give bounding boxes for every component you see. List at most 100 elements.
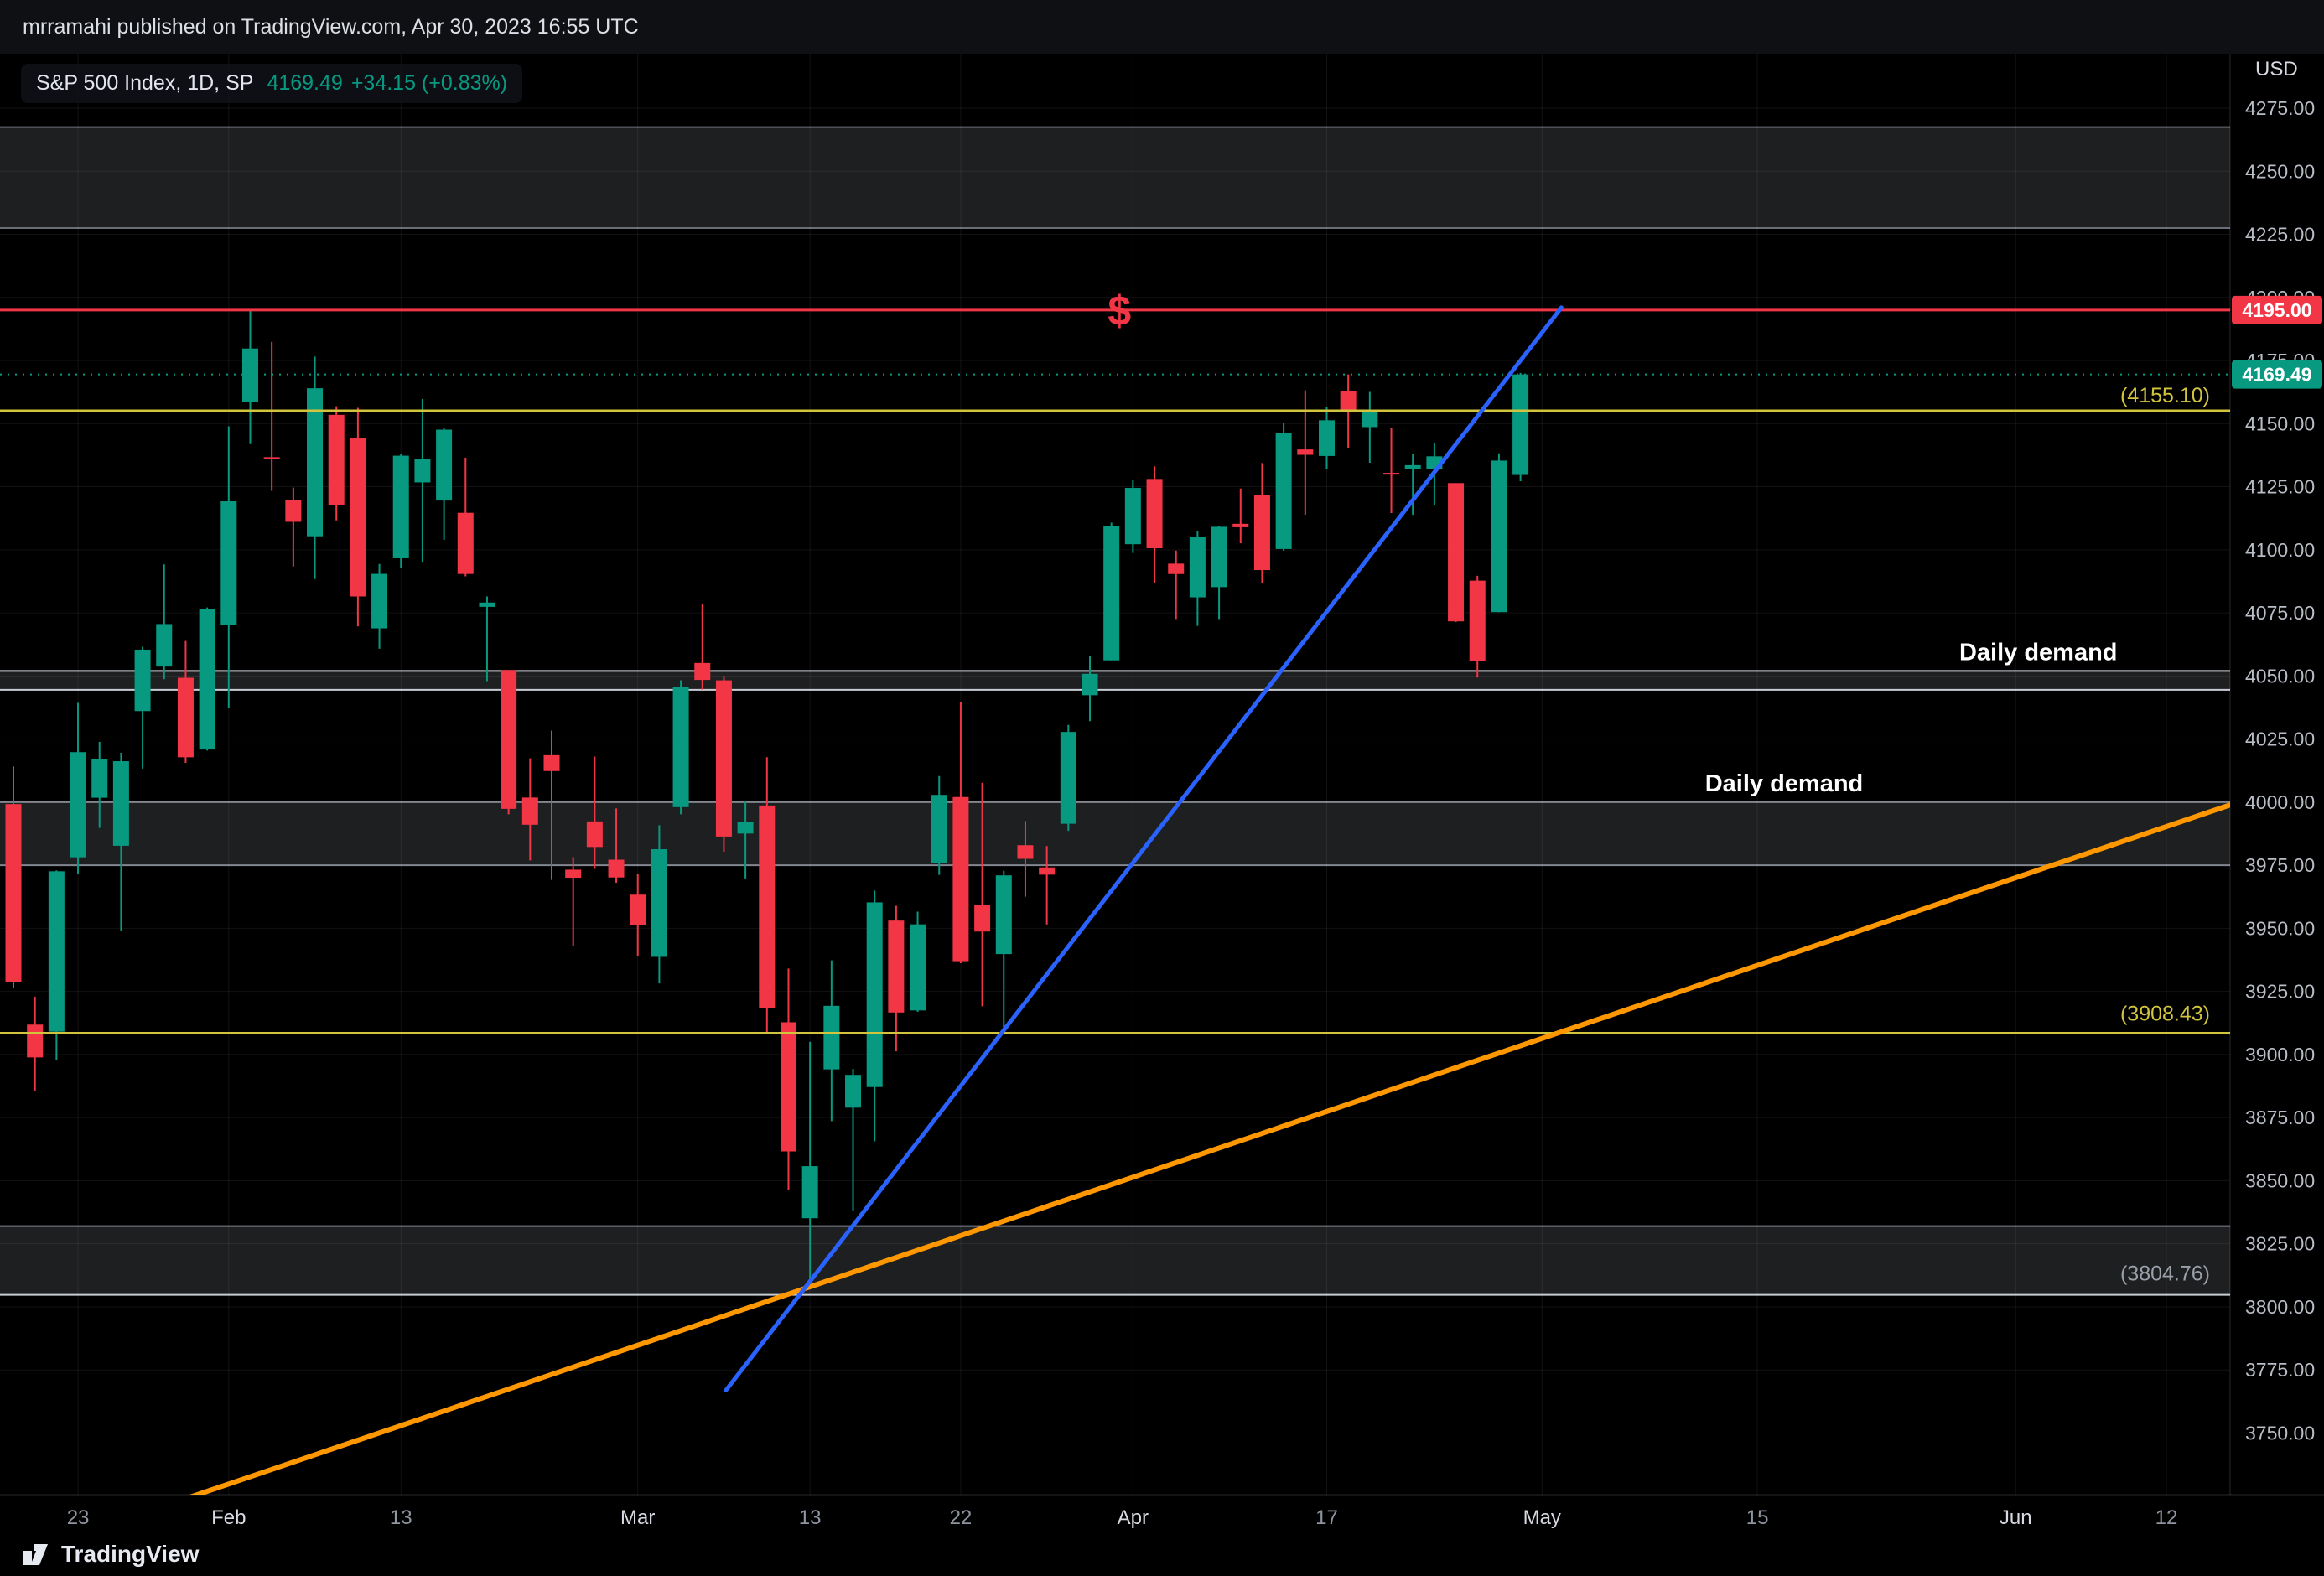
candle: [630, 894, 646, 925]
candle: [1146, 479, 1163, 549]
annotation-text: $: [1108, 288, 1131, 334]
candle: [521, 797, 538, 825]
svg-text:4195.00: 4195.00: [2242, 299, 2311, 321]
candle: [134, 649, 151, 712]
candle: [952, 796, 969, 962]
zones-layer: [0, 126, 2230, 1296]
price-tick-label: 3950.00: [2245, 917, 2315, 939]
price-tick-label: 3750.00: [2245, 1422, 2315, 1444]
price-zone: [0, 1226, 2230, 1295]
candle: [1103, 526, 1120, 661]
publish-header: mrramahi published on TradingView.com, A…: [0, 0, 2324, 54]
candle: [823, 1005, 840, 1070]
candle: [586, 821, 603, 848]
price-tick-label: 4150.00: [2245, 412, 2315, 434]
candle: [780, 1022, 796, 1152]
candle: [263, 457, 280, 459]
time-tick-label: 13: [390, 1506, 412, 1529]
candle: [307, 388, 324, 537]
currency-label: USD: [2255, 58, 2298, 80]
candle: [479, 602, 495, 607]
candle: [91, 759, 108, 798]
support-trendline-orange: [189, 802, 2230, 1495]
candle: [1491, 460, 1507, 613]
candle: [1362, 412, 1378, 428]
candle: [845, 1075, 862, 1108]
candle: [392, 455, 409, 558]
candle: [543, 754, 560, 771]
price-tick-label: 4225.00: [2245, 224, 2315, 246]
time-tick-label: Mar: [620, 1506, 655, 1529]
price-lines-layer[interactable]: [0, 308, 2230, 1035]
candle: [350, 438, 366, 597]
time-tick-label: 17: [1315, 1506, 1338, 1529]
annotations-layer: $ Daily demand Daily demand (4155.10) (3908.…: [1108, 288, 2210, 1286]
time-tick-label: Apr: [1118, 1506, 1149, 1529]
time-tick-label: 12: [2155, 1506, 2178, 1529]
time-tick-label: 13: [799, 1506, 822, 1529]
last-price: 4169.49: [267, 71, 343, 95]
candle: [1039, 867, 1056, 875]
candle: [1168, 563, 1185, 574]
candle: [1318, 420, 1335, 456]
candle: [715, 680, 732, 837]
candle: [220, 500, 237, 625]
candle: [888, 920, 905, 1013]
candle: [1448, 483, 1465, 622]
candle: [672, 687, 689, 807]
candle: [651, 849, 667, 957]
candle: [328, 414, 345, 505]
time-tick-label: May: [1523, 1506, 1561, 1529]
axes-layer[interactable]: 3750.00 3775.00 3800.00 3825.00 3850.00 3875.…: [0, 0, 2324, 1529]
candle: [1404, 464, 1421, 469]
candle: [112, 761, 129, 846]
price-tick-label: 4100.00: [2245, 539, 2315, 561]
annotation-text: Daily demand: [1705, 770, 1864, 797]
price-tick-label: 4000.00: [2245, 791, 2315, 813]
last-price-and-change: 4169.49 +34.15 (+0.83%): [267, 71, 507, 96]
price-tick-label: 4250.00: [2245, 160, 2315, 182]
candle: [1232, 523, 1249, 527]
time-tick-label: Feb: [211, 1506, 246, 1529]
candle: [414, 459, 431, 483]
symbol-title[interactable]: S&P 500 Index, 1D, SP: [36, 71, 254, 95]
time-tick-label: 23: [67, 1506, 90, 1529]
svg-text:4169.49: 4169.49: [2242, 364, 2311, 386]
candle: [70, 752, 86, 858]
candle: [1189, 537, 1206, 598]
trendlines-layer[interactable]: [185, 305, 2231, 1499]
price-zone: [0, 127, 2230, 228]
candle: [910, 924, 926, 1011]
candle: [801, 1166, 818, 1219]
candle: [1383, 473, 1400, 475]
time-tick-label: Jun: [2000, 1506, 2032, 1529]
candle: [931, 795, 947, 863]
candle: [199, 609, 215, 750]
candle: [371, 573, 388, 629]
price-tick-label: 4275.00: [2245, 97, 2315, 119]
level-label: (3804.76): [2120, 1262, 2210, 1286]
rising-trendline-blue: [724, 305, 1564, 1392]
candle: [1124, 488, 1141, 545]
candle: [1017, 845, 1034, 859]
candle: [5, 804, 22, 982]
price-tick-label: 3975.00: [2245, 854, 2315, 876]
candle: [974, 905, 991, 932]
candle: [1512, 374, 1529, 475]
annotation-text: Daily demand: [1959, 639, 2118, 666]
price-tick-label: 3875.00: [2245, 1107, 2315, 1128]
price-badge: [2232, 360, 2322, 389]
tradingview-logo-icon[interactable]: [21, 1542, 51, 1567]
candle: [1275, 433, 1292, 549]
time-tick-label: 22: [950, 1506, 973, 1529]
candle: [27, 1024, 44, 1058]
price-tick-label: 3825.00: [2245, 1233, 2315, 1255]
grid-layer: [0, 54, 2230, 1495]
symbol-legend[interactable]: S&P 500 Index, 1D, SP 4169.49 +34.15 (+0…: [21, 64, 523, 103]
candle: [1082, 673, 1098, 696]
tradingview-brand[interactable]: TradingView: [61, 1541, 200, 1567]
candle: [565, 869, 582, 879]
candle: [48, 871, 65, 1032]
